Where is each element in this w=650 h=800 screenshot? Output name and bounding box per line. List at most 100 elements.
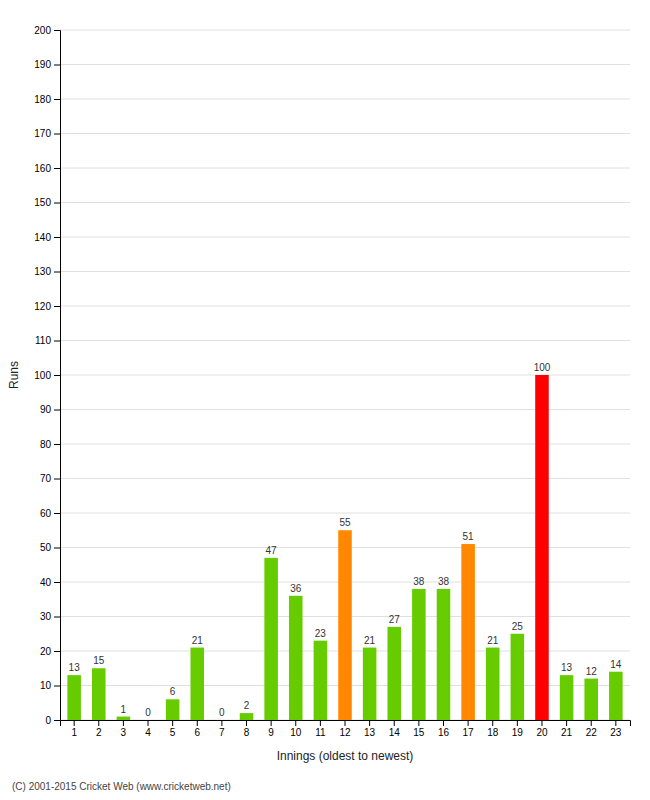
tick: 3	[121, 720, 127, 738]
tick-mark	[123, 720, 124, 726]
tick: 22	[586, 720, 598, 738]
tick-label: 19	[512, 727, 524, 738]
tick-mark	[54, 99, 60, 100]
tick-mark	[54, 582, 60, 583]
tick: 20	[536, 720, 548, 738]
data-label: 27	[389, 614, 401, 625]
tick: 13	[364, 720, 376, 738]
tick-mark	[54, 237, 60, 238]
tick-label: 5	[170, 727, 176, 738]
tick-mark	[54, 720, 60, 721]
tick-mark	[54, 306, 60, 307]
bar	[387, 627, 401, 720]
data-label: 47	[266, 545, 278, 556]
tick-label: 170	[34, 128, 51, 139]
tick: 17	[463, 720, 475, 738]
tick-mark	[54, 410, 60, 411]
tick: 100	[34, 370, 60, 381]
tick-label: 22	[586, 727, 598, 738]
tick-label: 80	[40, 439, 52, 450]
tick: 130	[34, 266, 60, 277]
tick: 4	[145, 720, 151, 738]
tick-mark	[492, 720, 493, 726]
tick-mark	[54, 65, 60, 66]
bar	[363, 648, 377, 720]
tick-mark	[54, 134, 60, 135]
tick: 50	[40, 542, 60, 553]
tick-label: 7	[219, 727, 225, 738]
tick-label: 20	[536, 727, 548, 738]
tick: 2	[96, 720, 102, 738]
axis-line	[61, 721, 631, 727]
tick-label: 8	[244, 727, 250, 738]
data-label: 6	[170, 686, 176, 697]
bar	[141, 720, 155, 721]
grid-line	[60, 168, 630, 169]
tick-label: 150	[34, 197, 51, 208]
tick-label: 18	[487, 727, 499, 738]
tick-label: 180	[34, 94, 51, 105]
tick-label: 1	[71, 727, 77, 738]
tick-label: 21	[561, 727, 573, 738]
grid-line	[60, 99, 630, 100]
tick-label: 70	[40, 473, 52, 484]
tick: 140	[34, 232, 60, 243]
data-label: 13	[561, 662, 573, 673]
tick-mark	[54, 375, 60, 376]
tick: 120	[34, 301, 60, 312]
y-axis-title: Runs	[7, 361, 21, 389]
tick-mark	[172, 720, 173, 726]
tick-label: 90	[40, 404, 52, 415]
data-label: 12	[586, 666, 598, 677]
data-label: 23	[315, 628, 327, 639]
tick-label: 3	[121, 727, 127, 738]
bar	[92, 668, 106, 720]
tick-mark	[345, 720, 346, 726]
tick-mark	[271, 720, 272, 726]
tick: 150	[34, 197, 60, 208]
tick-label: 10	[40, 680, 52, 691]
tick: 110	[35, 335, 60, 346]
tick-label: 17	[463, 727, 475, 738]
bar	[511, 634, 525, 720]
tick: 10	[290, 720, 302, 738]
tick-label: 9	[268, 727, 274, 738]
tick-mark	[197, 720, 198, 726]
tick-mark	[54, 548, 60, 549]
tick: 10	[40, 680, 60, 691]
grid-line	[60, 237, 630, 238]
x-axis-title: Innings (oldest to newest)	[277, 749, 414, 763]
y-axis: 0102030405060708090100110120130140150160…	[34, 25, 60, 726]
tick: 70	[40, 473, 60, 484]
tick: 0	[45, 715, 60, 726]
tick-mark	[74, 720, 75, 726]
tick-mark	[54, 30, 60, 31]
tick-mark	[443, 720, 444, 726]
axis-line	[54, 31, 61, 721]
tick-label: 4	[145, 727, 151, 738]
tick: 15	[413, 720, 425, 738]
tick-label: 0	[45, 715, 51, 726]
bar	[215, 720, 229, 721]
tick-mark	[54, 686, 60, 687]
data-label: 15	[93, 655, 105, 666]
bar	[437, 589, 451, 720]
tick-label: 190	[34, 59, 51, 70]
tick-mark	[418, 720, 419, 726]
tick-label: 11	[315, 727, 326, 738]
tick-mark	[54, 513, 60, 514]
tick-label: 60	[40, 508, 52, 519]
tick: 8	[244, 720, 250, 738]
tick-mark	[221, 720, 222, 726]
grid-line	[60, 306, 630, 307]
tick-mark	[591, 720, 592, 726]
tick-mark	[394, 720, 395, 726]
tick-label: 120	[34, 301, 51, 312]
tick-mark	[54, 617, 60, 618]
tick: 180	[34, 94, 60, 105]
bar	[264, 558, 278, 720]
tick-label: 40	[40, 577, 52, 588]
tick-mark	[54, 479, 60, 480]
data-label: 21	[192, 635, 204, 646]
bar	[584, 679, 598, 720]
